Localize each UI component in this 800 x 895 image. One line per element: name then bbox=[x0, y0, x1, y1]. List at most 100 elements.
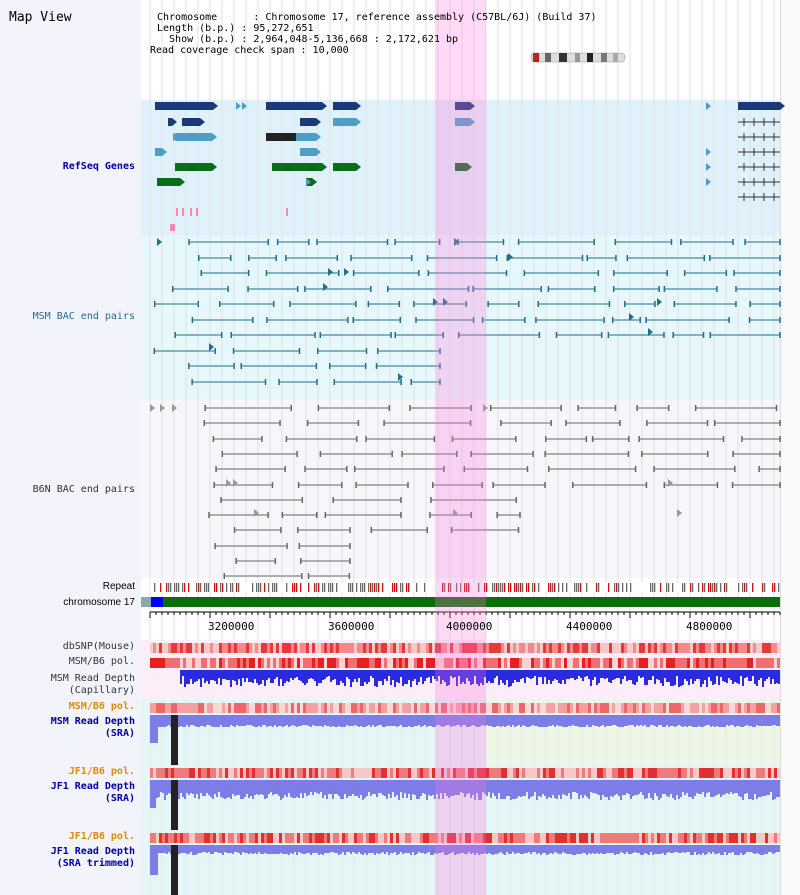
msm-pol-strip bbox=[486, 658, 489, 668]
msm-pol-strip-2 bbox=[582, 703, 585, 713]
repeat-mark bbox=[178, 583, 180, 592]
jf1-pol-strip bbox=[612, 768, 615, 778]
msm-depth-capillary-bar bbox=[452, 670, 454, 678]
jf1-pol-strip-2 bbox=[525, 833, 528, 843]
msm-pol-strip-2 bbox=[309, 703, 312, 713]
msm-pol-strip-2 bbox=[639, 703, 642, 713]
msm-depth-sra-bar bbox=[296, 715, 298, 727]
msm-pol-strip-2 bbox=[609, 703, 612, 713]
msm-depth-capillary-bar bbox=[388, 670, 390, 676]
jf1-depth-sra-bar bbox=[156, 780, 158, 798]
msm-depth-capillary-bar bbox=[538, 670, 540, 677]
jf1-pol-strip-2 bbox=[735, 833, 738, 843]
repeat-mark bbox=[236, 583, 238, 592]
dbsnp-strip bbox=[171, 643, 174, 653]
jf1-depth-sra-bar bbox=[528, 780, 530, 799]
msm-depth-sra-bar bbox=[238, 715, 240, 726]
jf1-depth-sra-bar bbox=[642, 780, 644, 795]
jf1-pol-strip-2 bbox=[351, 833, 354, 843]
jf1-pol-strip bbox=[657, 768, 660, 778]
jf1-depth-trim-bar bbox=[570, 845, 572, 854]
jf1-depth-sra-bar bbox=[744, 780, 746, 794]
msm-pol-strip-2 bbox=[312, 703, 315, 713]
jf1-depth-sra-bar bbox=[386, 780, 388, 799]
jf1-depth-sra-bar bbox=[532, 780, 534, 796]
msm-pol-strip bbox=[630, 658, 633, 668]
chromosome-ideogram[interactable] bbox=[529, 51, 629, 65]
gene-arrow bbox=[172, 118, 177, 126]
jf1-pol-strip bbox=[711, 768, 714, 778]
msm-depth-sra-bar bbox=[470, 715, 472, 726]
jf1-pol-strip-2 bbox=[534, 833, 537, 843]
repeat-mark bbox=[314, 583, 316, 592]
msm-depth-sra-bar bbox=[384, 715, 386, 727]
jf1-depth-trim-bar bbox=[534, 845, 536, 852]
jf1-depth-sra-bar bbox=[180, 780, 182, 793]
dbsnp-strip bbox=[153, 643, 156, 653]
msm-pol-strip-2 bbox=[525, 703, 528, 713]
jf1-pol-strip-2 bbox=[336, 833, 339, 843]
msm-pol-strip bbox=[489, 658, 492, 668]
msm-depth-sra-bar bbox=[578, 715, 580, 727]
msm-depth-sra-bar bbox=[280, 715, 282, 726]
jf1-pol-strip-2 bbox=[537, 833, 540, 843]
jf1-pol-strip-2 bbox=[492, 833, 495, 843]
msm-pol-strip-2 bbox=[447, 703, 450, 713]
jf1-pol-strip-2 bbox=[561, 833, 564, 843]
dbsnp-strip bbox=[432, 643, 435, 653]
msm-depth-capillary-bar bbox=[342, 670, 344, 683]
jf1-pol-strip bbox=[729, 768, 732, 778]
msm-pol-strip bbox=[501, 658, 504, 668]
dbsnp-strip bbox=[309, 643, 312, 653]
jf1-depth-trim-bar bbox=[520, 845, 522, 854]
jf1-depth-sra-bar bbox=[440, 780, 442, 793]
msm-depth-capillary-bar bbox=[616, 670, 618, 678]
jf1-depth-sra-bar bbox=[438, 780, 440, 799]
jf1-depth-trim-bar bbox=[592, 845, 594, 853]
dbsnp-strip bbox=[303, 643, 306, 653]
repeat-mark bbox=[296, 583, 298, 592]
msm-pol-strip-2 bbox=[213, 703, 216, 713]
msm-depth-sra-bar bbox=[562, 715, 564, 727]
jf1-pol-strip bbox=[390, 768, 393, 778]
msm-pol-strip bbox=[768, 658, 771, 668]
jf1-depth-sra-bar bbox=[442, 780, 444, 799]
msm-depth-sra-bar bbox=[508, 715, 510, 725]
gene-feature bbox=[266, 133, 296, 141]
msm-depth-sra-bar bbox=[392, 715, 394, 726]
jf1-depth-trim-bar bbox=[208, 845, 210, 852]
dbsnp-strip bbox=[177, 643, 180, 653]
msm-depth-capillary-bar bbox=[338, 670, 340, 685]
msm-pol-strip-2 bbox=[636, 703, 639, 713]
msm-depth-capillary-bar bbox=[640, 670, 642, 678]
jf1-depth-trim-bar bbox=[204, 845, 206, 852]
msm-depth-capillary-bar bbox=[642, 670, 644, 677]
msm-depth-capillary-bar bbox=[758, 670, 760, 680]
msm-pol-strip-2 bbox=[315, 703, 318, 713]
jf1-depth-trim-bar bbox=[552, 845, 554, 854]
repeat-mark bbox=[746, 583, 748, 592]
jf1-pol-strip bbox=[408, 768, 411, 778]
jf1-depth-trim-bar bbox=[672, 845, 674, 853]
msm-depth-sra-bar bbox=[766, 715, 768, 726]
msm-pol-strip bbox=[741, 658, 744, 668]
msm-depth-sra-bar bbox=[496, 715, 498, 726]
jf1-depth-sra-bar bbox=[364, 780, 366, 798]
msm-depth-sra-bar bbox=[452, 715, 454, 726]
msm-pol-strip bbox=[360, 658, 363, 668]
msm-depth-capillary-bar bbox=[752, 670, 754, 676]
msm-depth-capillary-bar bbox=[604, 670, 606, 679]
msm-pol-strip-2 bbox=[693, 703, 696, 713]
msm-depth-sra-bar bbox=[364, 715, 366, 727]
dbsnp-strip bbox=[510, 643, 513, 653]
jf1-depth-trim-bar bbox=[628, 845, 630, 854]
jf1-depth-trim-bar bbox=[210, 845, 212, 854]
msm-depth-sra-bar bbox=[328, 715, 330, 726]
msm-pol-strip bbox=[192, 658, 195, 668]
msm-depth-capillary-bar bbox=[668, 670, 670, 682]
repeat-mark bbox=[538, 583, 540, 592]
jf1-depth-sra-bar bbox=[314, 780, 316, 792]
jf1-depth-trim-bar bbox=[314, 845, 316, 853]
jf1-depth-sra-bar bbox=[444, 780, 446, 793]
